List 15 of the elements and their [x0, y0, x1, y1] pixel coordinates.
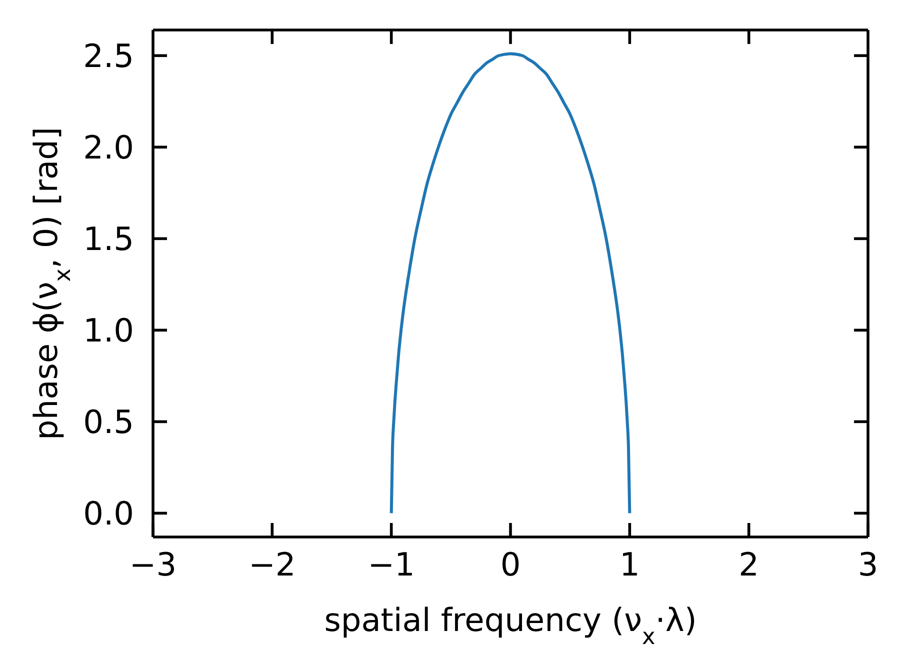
y-tick-label: 1.0: [83, 312, 134, 350]
y-tick-label: 2.0: [83, 128, 134, 166]
y-tick-label: 0.5: [83, 403, 134, 442]
x-tick-label: 1: [619, 546, 640, 584]
y-tick-label: 2.5: [83, 36, 134, 75]
x-tick-label: −1: [368, 546, 415, 584]
x-tick-label: −2: [248, 546, 296, 584]
x-tick-label: 0: [500, 546, 521, 584]
x-tick-label: 2: [738, 546, 760, 584]
y-tick-label: 0.0: [83, 494, 134, 533]
x-tick-label: −3: [129, 546, 177, 584]
line-series: [390, 52, 632, 515]
x-axis-title: spatial frequency (ν$_{x}$·λ): [324, 601, 697, 650]
y-tick-label: 1.5: [83, 220, 134, 258]
x-tick-label: 3: [858, 546, 878, 584]
